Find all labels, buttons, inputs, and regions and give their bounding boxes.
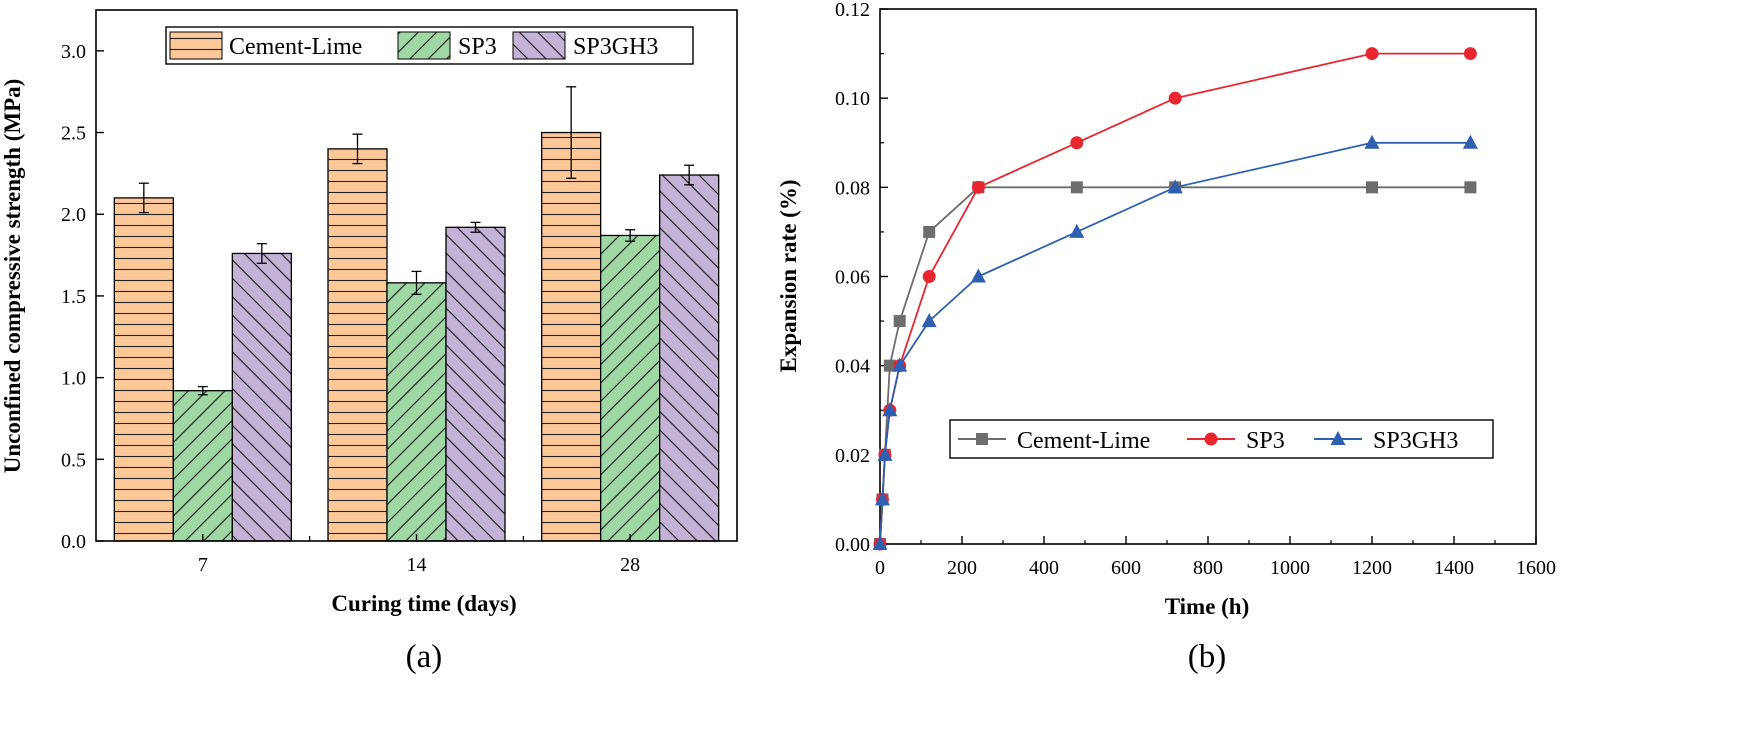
x-tick-label: 7 — [198, 554, 208, 576]
legend-label-sp3: SP3 — [1246, 428, 1285, 454]
legend: Cement-Lime SP3 SP3GH3 — [165, 26, 694, 65]
x-tick-label: 28 — [620, 554, 640, 576]
point-sp3gh3-720 — [1167, 179, 1183, 194]
y-axis-title: Unconfined compressive strength (MPa) — [0, 79, 25, 474]
point-sp3gh3-1440 — [1462, 134, 1478, 149]
x-tick-label: 0 — [875, 557, 885, 579]
point-sp3gh3-0 — [872, 536, 888, 550]
point-sp3-1200 — [1365, 47, 1379, 61]
x-tick-label: 600 — [1111, 557, 1141, 579]
point-cement-lime-24 — [883, 359, 896, 372]
series-sp3 — [873, 47, 1477, 551]
legend-swatch-cement-lime — [169, 31, 223, 60]
line-chart-panel: 0.00 0.02 0.04 0.06 0.08 0.10 0.12 0 200 400 600 8… — [776, 0, 1556, 675]
x-tick-label: 1400 — [1434, 557, 1474, 579]
legend-marker-cement-lime — [976, 433, 988, 445]
panel-label-a: (a) — [406, 639, 443, 675]
bar-group — [113, 131, 720, 542]
x-axis-title: Curing time (days) — [331, 591, 516, 616]
point-sp3-1440 — [1463, 47, 1477, 61]
point-sp3gh3-6 — [874, 491, 890, 506]
legend-marker-sp3gh3 — [1330, 431, 1346, 445]
x-tick-label: 400 — [1029, 557, 1059, 579]
y-tick-label: 1.0 — [61, 368, 86, 390]
point-cement-lime-1440 — [1464, 181, 1477, 194]
bar-cement-lime-28 — [541, 131, 602, 542]
bar-chart-panel: 0.0 0.5 1.0 1.5 2.0 2.5 3.0 7 14 28 Unconfined c… — [0, 9, 738, 675]
point-sp3-240 — [971, 180, 985, 194]
point-cement-lime-1200 — [1366, 181, 1378, 194]
point-sp3gh3-48 — [892, 357, 908, 372]
y-axis-ticks: 0.00 0.02 0.04 0.06 0.08 0.10 0.12 — [835, 0, 888, 556]
series-cement-lime — [874, 181, 1477, 550]
bar-cement-lime-14 — [327, 148, 388, 542]
y-axis-ticks: 0.0 0.5 1.0 1.5 2.0 2.5 3.0 — [61, 41, 104, 553]
point-sp3gh3-120 — [921, 313, 937, 328]
point-cement-lime-480 — [1070, 181, 1083, 194]
legend-label-sp3gh3: SP3GH3 — [1373, 428, 1458, 454]
y-tick-label: 1.5 — [61, 286, 86, 308]
x-axis-ticks: 0 200 400 600 800 1000 1200 1400 1600 — [875, 536, 1556, 579]
y-tick-label: 2.0 — [61, 204, 86, 226]
legend-label-sp3gh3: SP3GH3 — [573, 34, 658, 60]
x-tick-label: 800 — [1193, 557, 1223, 579]
y-tick-label: 0.00 — [835, 534, 870, 556]
point-sp3gh3-24 — [882, 402, 898, 417]
bar-cement-lime-7 — [113, 197, 174, 542]
y-tick-label: 0.02 — [835, 445, 870, 467]
y-tick-label: 3.0 — [61, 41, 86, 63]
point-sp3-120 — [922, 270, 936, 283]
legend-label-cement-lime: Cement-Lime — [229, 34, 362, 60]
point-sp3-480 — [1070, 136, 1084, 150]
legend-swatch-sp3 — [397, 31, 451, 60]
x-axis-title: Time (h) — [1165, 594, 1250, 619]
x-tick-label: 200 — [947, 557, 977, 579]
y-tick-label: 0.5 — [61, 449, 86, 471]
point-sp3gh3-12 — [877, 446, 893, 461]
legend-swatch-sp3gh3 — [512, 31, 566, 60]
legend: Cement-Lime SP3 SP3GH3 — [949, 419, 1494, 459]
panel-label-b: (b) — [1188, 639, 1226, 675]
x-tick-label: 1000 — [1270, 557, 1310, 579]
bar-sp3gh3-28 — [659, 174, 720, 542]
point-sp3gh3-240 — [970, 268, 986, 283]
bar-sp3gh3-14 — [445, 226, 506, 542]
x-tick-label: 1200 — [1352, 557, 1392, 579]
y-tick-label: 2.5 — [61, 123, 86, 145]
series-sp3gh3 — [872, 134, 1478, 550]
y-tick-label: 0.06 — [835, 267, 870, 289]
y-tick-label: 0.08 — [835, 177, 870, 199]
bar-sp3gh3-7 — [231, 252, 292, 542]
point-cement-lime-48 — [893, 315, 906, 328]
legend-label-sp3: SP3 — [458, 34, 497, 60]
y-tick-label: 0.12 — [835, 0, 870, 21]
y-axis-title: Expansion rate (%) — [776, 180, 801, 373]
bar-sp3-28 — [600, 234, 661, 542]
point-cement-lime-120 — [923, 225, 936, 238]
error-bar-group — [138, 86, 695, 396]
series-lines — [872, 47, 1478, 551]
y-tick-label: 0.10 — [835, 88, 870, 110]
y-tick-label: 0.0 — [61, 531, 86, 553]
series-line-sp3gh3 — [879, 141, 1471, 545]
bar-sp3-7 — [172, 390, 233, 542]
series-line-sp3 — [879, 52, 1471, 545]
x-tick-label: 14 — [407, 554, 427, 576]
point-sp3gh3-480 — [1069, 223, 1085, 238]
legend-label-cement-lime: Cement-Lime — [1017, 428, 1150, 454]
y-tick-label: 0.04 — [835, 356, 870, 378]
series-line-cement-lime — [879, 186, 1471, 545]
legend-marker-sp3 — [1204, 432, 1218, 446]
point-sp3gh3-1200 — [1364, 134, 1380, 149]
x-axis-ticks: 7 14 28 — [198, 534, 640, 576]
point-sp3-720 — [1168, 91, 1182, 105]
bar-sp3-14 — [386, 282, 447, 542]
x-tick-label: 1600 — [1516, 557, 1556, 579]
